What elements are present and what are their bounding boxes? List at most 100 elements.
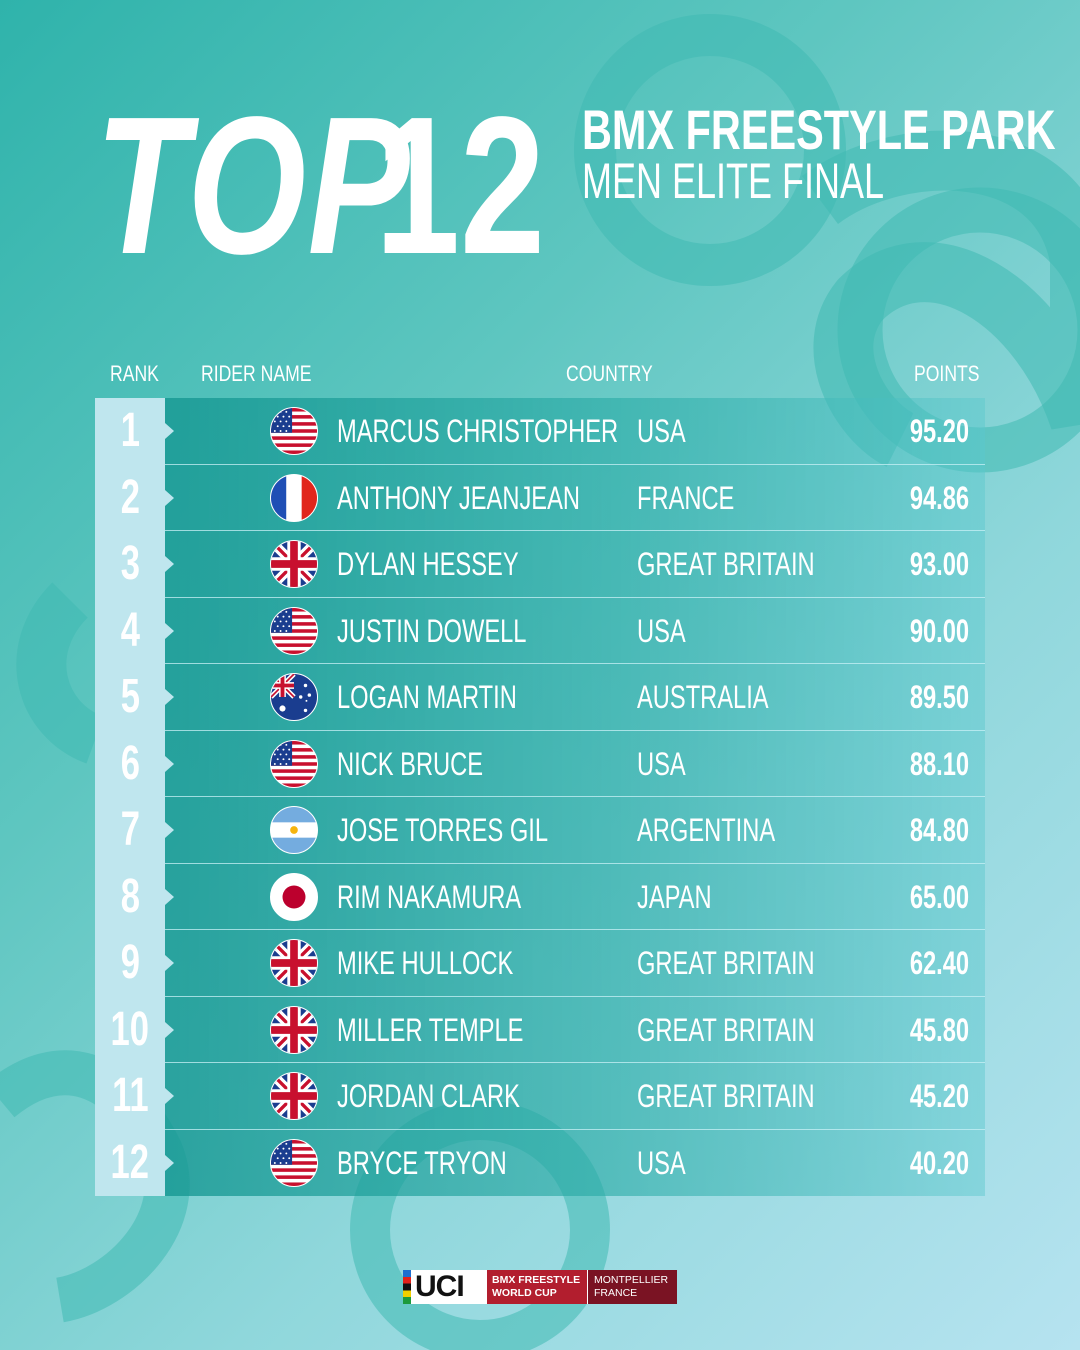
rider-country: FRANCE: [637, 479, 735, 516]
argentina-flag-icon: [270, 806, 318, 854]
title-top: TOP: [95, 76, 412, 295]
rider-points: 40.20: [909, 1144, 969, 1181]
table-row: 11 JORDAN CLARK GREAT BRITAIN 45.20: [112, 1063, 985, 1130]
rider-name: MARCUS CHRISTOPHER: [337, 413, 619, 449]
great-britain-flag-icon: [270, 1005, 318, 1054]
rank-number: 4: [120, 603, 140, 657]
table-row: 6 NICK BRUCE USA 88.10: [120, 730, 985, 797]
event-location-line1: MONTPELLIER: [594, 1274, 669, 1286]
rank-number: 6: [120, 736, 140, 790]
rider-country: JAPAN: [637, 878, 712, 915]
uci-rainbow-stripes: [403, 1270, 411, 1304]
rank-number: 10: [110, 1002, 150, 1056]
france-flag-icon: [270, 473, 318, 522]
rider-name: LOGAN MARTIN: [337, 679, 517, 715]
rider-points: 84.80: [909, 812, 969, 848]
header-country: COUNTRY: [566, 361, 653, 386]
rider-name: JORDAN CLARK: [337, 1078, 520, 1114]
rider-name: DYLAN HESSEY: [337, 546, 519, 582]
rider-country: GREAT BRITAIN: [637, 945, 815, 981]
rider-points: 45.80: [909, 1011, 969, 1048]
event-name-line1: BMX FREESTYLE: [492, 1274, 581, 1286]
row-notch: [165, 1088, 174, 1104]
rider-points: 89.50: [909, 679, 969, 715]
rider-name: NICK BRUCE: [337, 745, 484, 782]
row-notch: [165, 556, 174, 572]
rider-country: USA: [637, 1144, 686, 1181]
row-notch: [165, 622, 174, 639]
great-britain-flag-icon: [270, 1072, 318, 1120]
rank-number: 1: [120, 404, 140, 457]
usa-flag-icon: [270, 739, 318, 788]
rider-country: AUSTRALIA: [637, 679, 769, 715]
rider-name: JUSTIN DOWELL: [337, 612, 527, 649]
row-notch: [165, 1021, 174, 1038]
great-britain-flag-icon: [270, 939, 318, 987]
uci-logo: UCI BMX FREESTYLE WORLD CUP MONTPELLIER …: [403, 1270, 677, 1304]
event-name-block: BMX FREESTYLE WORLD CUP: [487, 1270, 587, 1304]
rider-points: 88.10: [909, 745, 969, 782]
rider-points: 45.20: [909, 1078, 969, 1114]
australia-flag-icon: [270, 673, 318, 721]
rank-number: 9: [120, 936, 140, 989]
rider-country: GREAT BRITAIN: [637, 546, 815, 582]
table-row: 12 BRYCE TRYON USA 40.20: [111, 1129, 985, 1196]
uci-logo-text: UCI: [411, 1270, 487, 1304]
rider-name: RIM NAKAMURA: [337, 878, 522, 915]
header-rank: RANK: [110, 361, 159, 386]
rank-number: 5: [120, 670, 140, 723]
rank-column: [95, 398, 165, 1196]
japan-flag-icon: [270, 872, 318, 921]
row-notch: [165, 423, 174, 439]
rank-number: 3: [120, 537, 140, 590]
rank-number: 2: [120, 470, 140, 524]
row-notch: [165, 489, 174, 506]
usa-flag-icon: [270, 407, 318, 455]
results-table: 1 MARCUS CHRISTOPHER USA 95.20 2 ANTHONY JEAN…: [95, 398, 985, 1196]
rider-name: BRYCE TRYON: [337, 1144, 507, 1181]
rider-country: USA: [637, 745, 686, 782]
event-title: BMX FREESTYLE PARK: [582, 98, 1056, 161]
rider-points: 94.86: [909, 479, 969, 516]
rider-points: 62.40: [909, 945, 969, 981]
usa-flag-icon: [270, 606, 318, 655]
row-notch: [165, 955, 174, 971]
title-number: 12: [375, 76, 546, 295]
table-row: 5 LOGAN MARTIN AUSTRALIA 89.50: [120, 664, 985, 731]
table-row: 9 MIKE HULLOCK GREAT BRITAIN 62.40: [120, 930, 985, 997]
event-location-line2: FRANCE: [594, 1287, 638, 1299]
rank-number: 11: [111, 1069, 149, 1122]
rider-name: MIKE HULLOCK: [337, 945, 514, 981]
great-britain-flag-icon: [270, 540, 318, 588]
rider-country: USA: [637, 612, 686, 649]
results-rows: 1 MARCUS CHRISTOPHER USA 95.20 2 ANTHONY JEAN…: [111, 398, 985, 1196]
rider-country: USA: [637, 413, 686, 449]
table-row: 8 RIM NAKAMURA JAPAN 65.00: [120, 863, 985, 930]
table-row: 7 JOSE TORRES GIL ARGENTINA 84.80: [120, 797, 985, 864]
row-notch: [165, 888, 174, 905]
row-notch: [165, 755, 174, 772]
rider-points: 90.00: [909, 612, 969, 649]
rank-number: 12: [110, 1135, 150, 1189]
rider-points: 65.00: [909, 878, 969, 915]
row-notch: [165, 689, 174, 705]
row-notch: [165, 1154, 174, 1171]
event-subtitle: MEN ELITE FINAL: [582, 153, 885, 209]
rider-country: GREAT BRITAIN: [637, 1078, 815, 1114]
rider-points: 95.20: [909, 413, 969, 449]
rider-name: MILLER TEMPLE: [337, 1011, 524, 1048]
rider-country: ARGENTINA: [637, 812, 776, 848]
row-notch: [165, 822, 174, 838]
rank-number: 8: [120, 869, 140, 923]
table-row: 4 JUSTIN DOWELL USA 90.00: [120, 597, 985, 664]
table-row: 3 DYLAN HESSEY GREAT BRITAIN 93.00: [120, 531, 985, 598]
header-points: POINTS: [914, 361, 980, 386]
table-row: 10 MILLER TEMPLE GREAT BRITAIN 45.80: [111, 996, 985, 1063]
usa-flag-icon: [270, 1138, 318, 1187]
rider-name: JOSE TORRES GIL: [337, 812, 548, 848]
header-rider-name: RIDER NAME: [201, 361, 312, 386]
rank-number: 7: [120, 803, 140, 856]
rider-name: ANTHONY JEANJEAN: [337, 479, 580, 516]
table-row: 1 MARCUS CHRISTOPHER USA 95.20: [120, 398, 985, 465]
event-location-block: MONTPELLIER FRANCE: [587, 1270, 677, 1304]
